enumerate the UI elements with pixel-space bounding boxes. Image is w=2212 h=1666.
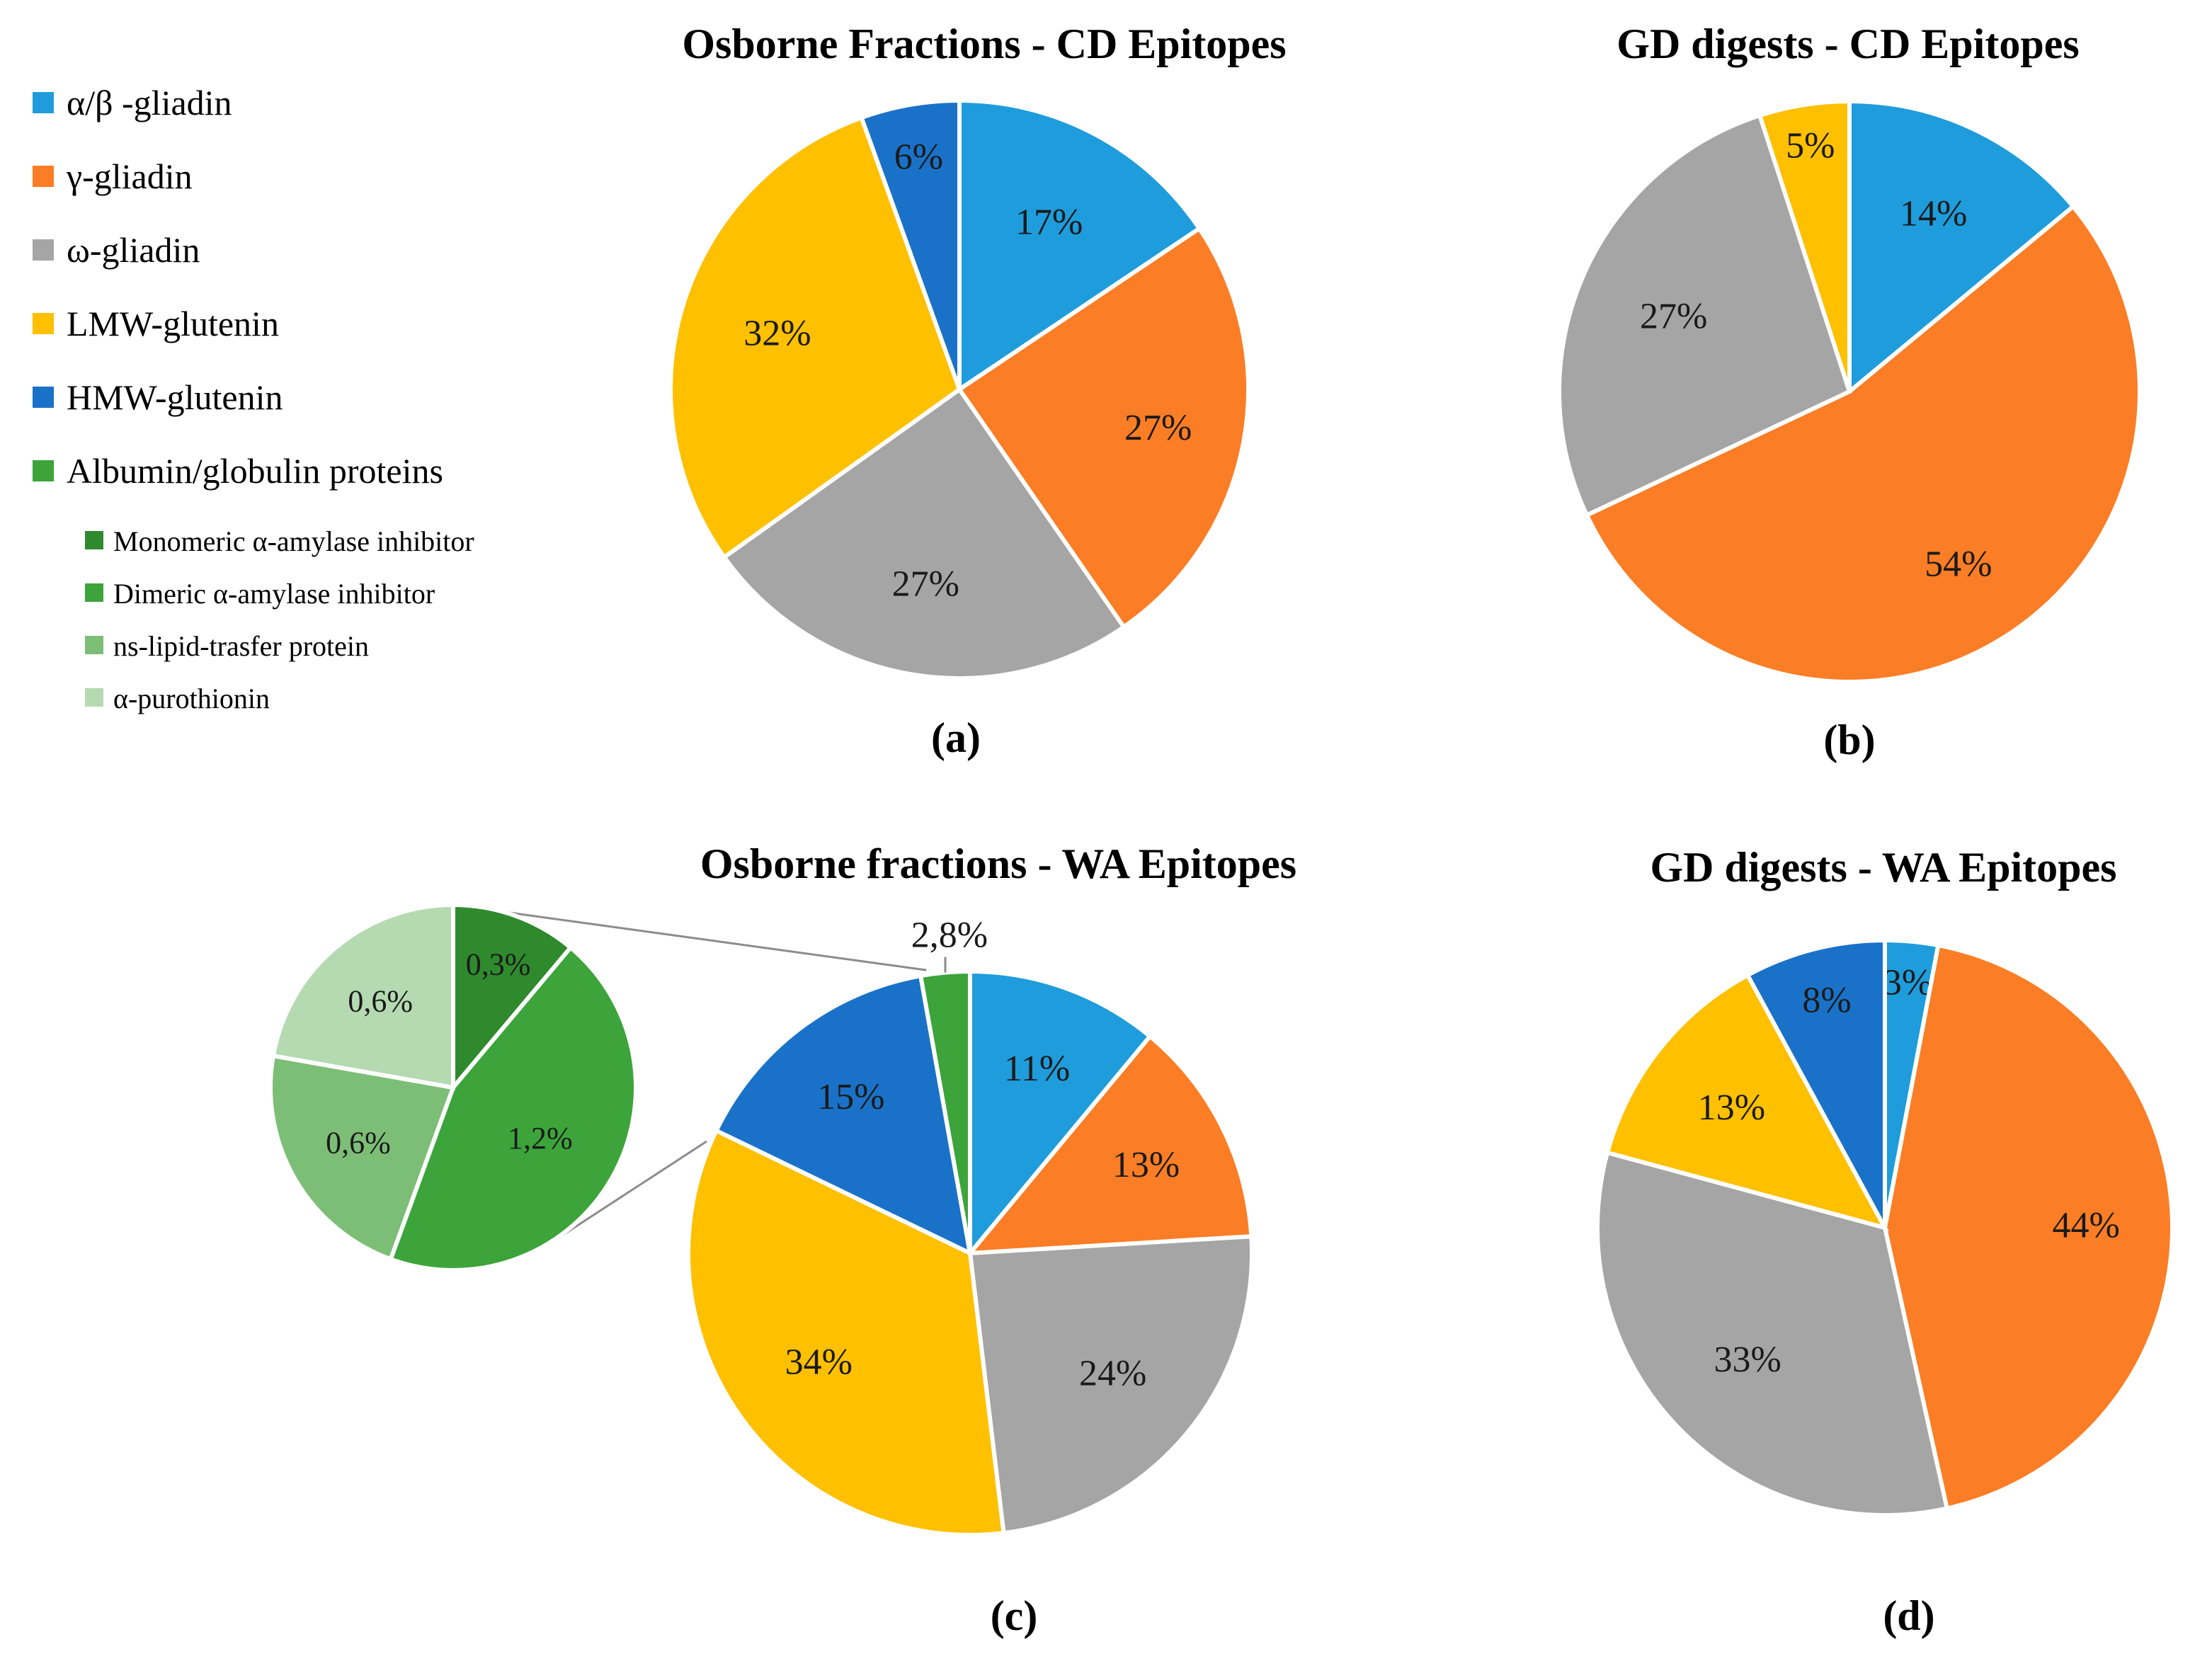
- breakout-slice: [387, 945, 638, 1272]
- slice-label: 13%: [1112, 1145, 1180, 1185]
- legend-label: γ-gliadin: [66, 156, 193, 196]
- legend-label: Dimeric α-amylase inhibitor: [113, 578, 435, 610]
- pie-slice: [956, 225, 1250, 630]
- slice-label: 27%: [892, 564, 959, 604]
- legend-swatch: [33, 92, 54, 113]
- legend: α/β -gliadin γ-gliadin ω-gliadin LMW-gluten…: [33, 83, 474, 714]
- slice-label: 32%: [743, 314, 811, 354]
- slice-label: 54%: [1925, 544, 1992, 584]
- pie-slice: [918, 969, 972, 1254]
- breakout-connector: [452, 903, 927, 1243]
- slice-label: 15%: [817, 1077, 884, 1117]
- legend-label: Monomeric α-amylase inhibitor: [113, 525, 474, 557]
- slice-label: 44%: [2053, 1206, 2120, 1246]
- breakout-slice: [268, 1053, 457, 1262]
- pie-slice: [967, 1234, 1254, 1536]
- pie-slice: [1604, 972, 1889, 1231]
- pie-slice: [957, 98, 1202, 394]
- breakout-slice: [451, 902, 574, 1094]
- pie-chart-c-breakout: 0,3% 1,2% 0,6% 0,6%: [268, 902, 638, 1272]
- breakout-slice: [270, 902, 455, 1090]
- pie-slice: [965, 1033, 1254, 1256]
- pie-slice: [1557, 113, 1852, 518]
- pie-slice: [1882, 942, 2174, 1511]
- breakout-label: 0,6%: [326, 1125, 391, 1160]
- slice-label: 14%: [1900, 194, 1967, 234]
- slice-label: 8%: [1802, 980, 1851, 1020]
- slice-label: 5%: [1786, 126, 1835, 166]
- pie-slice: [1584, 203, 2142, 684]
- slice-label: 34%: [785, 1342, 853, 1383]
- legend-swatch: [33, 239, 54, 261]
- pie-slice: [713, 973, 973, 1257]
- slice-label: 11%: [1004, 1049, 1070, 1089]
- pie-slice: [1757, 98, 1852, 392]
- legend-label: α/β -gliadin: [67, 83, 232, 122]
- chart-title-c: Osborne fractions - WA Epitopes: [700, 840, 1296, 887]
- legend-swatch: [33, 313, 54, 334]
- legend-swatch: [85, 531, 103, 549]
- chart-title-b: GD digests - CD Epitopes: [1617, 21, 2079, 67]
- slice-label: 6%: [894, 137, 943, 177]
- connector-line: [552, 1140, 707, 1243]
- legend-label: HMW-glutenin: [67, 377, 283, 417]
- slice-label: 27%: [1640, 297, 1707, 337]
- panel-label-c: (c): [991, 1592, 1038, 1639]
- pie-slice: [968, 969, 1153, 1260]
- legend-label: ω-gliadin: [67, 230, 200, 270]
- pie-slice: [1595, 1150, 1950, 1517]
- breakout-label: 0,6%: [348, 983, 413, 1018]
- legend-label: Albumin/globulin proteins: [67, 451, 443, 491]
- chart-title-a: Osborne Fractions - CD Epitopes: [682, 21, 1286, 67]
- pie-chart-b: 14% 54% 27% 5%: [1557, 98, 2142, 684]
- slice-label: 13%: [1698, 1088, 1765, 1128]
- slice-label: 27%: [1124, 408, 1192, 448]
- slice-label: 17%: [1015, 202, 1083, 242]
- legend-label: ns-lipid-trasfer protein: [113, 630, 369, 662]
- panel-label-b: (b): [1823, 717, 1875, 763]
- panel-label-d: (d): [1883, 1592, 1934, 1639]
- pie-slice: [668, 115, 962, 561]
- pie-chart-d: 3% 44% 33% 13% 8%: [1595, 937, 2174, 1517]
- slice-label: 33%: [1714, 1340, 1781, 1380]
- pie-chart-c: 11% 13% 24% 34% 15% 2,8%: [686, 915, 1254, 1538]
- legend-label: LMW-glutenin: [67, 304, 279, 343]
- breakout-label: 1,2%: [508, 1121, 573, 1156]
- chart-title-d: GD digests - WA Epitopes: [1650, 844, 2116, 891]
- legend-swatch: [85, 583, 103, 602]
- connector-line: [452, 903, 927, 971]
- pie-slice: [1847, 98, 2077, 396]
- legend-swatch: [33, 387, 54, 408]
- legend-label: α-purothionin: [113, 683, 270, 714]
- legend-swatch: [85, 688, 103, 707]
- slice-label: 24%: [1079, 1353, 1146, 1393]
- breakout-label: 0,3%: [466, 947, 531, 981]
- pie-slice: [1745, 937, 1887, 1229]
- panel-label-a: (a): [931, 714, 981, 761]
- legend-swatch: [85, 636, 103, 654]
- legend-swatch: [33, 460, 54, 481]
- pie-slice: [858, 98, 962, 391]
- slice-label: 3%: [1883, 962, 1932, 1003]
- legend-swatch: [33, 166, 54, 187]
- slice-label: 2,8%: [911, 915, 988, 956]
- pie-slice: [721, 386, 1127, 680]
- pie-chart-a: 17% 27% 27% 32% 6%: [668, 98, 1250, 680]
